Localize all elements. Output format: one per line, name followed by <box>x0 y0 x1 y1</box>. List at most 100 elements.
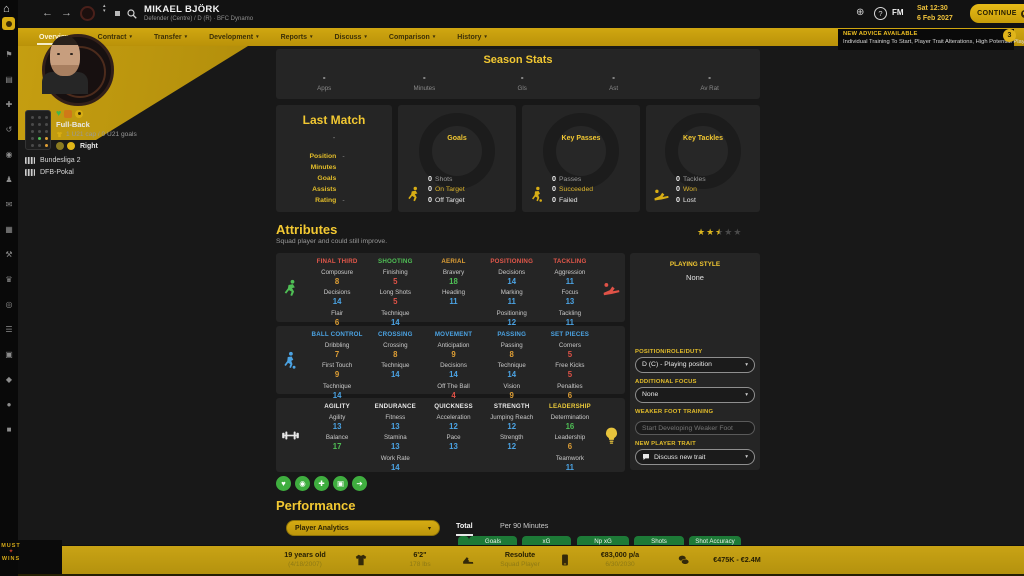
continue-button[interactable]: CONTINUE▸ <box>970 4 1024 23</box>
weaker-foot-input[interactable] <box>635 421 755 435</box>
page-subtitle: Defender (Centre) / D (R) · BFC Dynamo <box>144 16 254 22</box>
square-icon[interactable] <box>115 11 120 16</box>
metric-icon-pill[interactable] <box>458 536 469 550</box>
attribute-name: Balance <box>325 434 349 441</box>
nav-tab[interactable]: Contract ▾ <box>97 33 132 41</box>
stat-value: - <box>520 73 524 82</box>
page-title: MIKAEL BJÖRK <box>144 4 220 15</box>
nav-tab[interactable]: Reports ▾ <box>280 33 313 41</box>
ball-icon[interactable]: ◉ <box>5 150 13 159</box>
attribute: Passing 8 <box>483 342 541 359</box>
position-map <box>25 110 51 150</box>
nav-tab[interactable]: Comparison ▾ <box>388 33 436 41</box>
attribute: Aggression 11 <box>541 269 599 286</box>
competition-row[interactable]: Bundesliga 2 <box>25 157 80 164</box>
back-icon[interactable]: ← <box>42 7 53 19</box>
nav-tab[interactable]: Discuss ▾ <box>334 33 367 41</box>
stat-value: - <box>708 73 711 82</box>
performance-tab[interactable]: Per 90 Minutes <box>500 521 549 530</box>
attribute-value: 13 <box>565 297 575 306</box>
attribute-value: 14 <box>507 276 517 286</box>
last-match-panel: Last Match - Position - Minutes Goals Ass… <box>276 105 392 212</box>
fm-logo: FM <box>892 8 904 17</box>
training-field: POSITION/ROLE/DUTY D (C) - Playing posit… <box>635 349 755 373</box>
attribute-value: 11 <box>507 297 516 306</box>
advice-toast[interactable]: NEW ADVICE AVAILABLE Individual Training… <box>838 29 1024 50</box>
competition-icon[interactable]: ♛ <box>5 275 13 284</box>
nav-tab[interactable]: Development ▾ <box>209 33 259 41</box>
attribute: Technique 14 <box>483 362 541 379</box>
home-icon[interactable]: ⌂ <box>3 3 10 15</box>
attribute-name: Corners <box>558 341 581 349</box>
schedule-icon[interactable]: ▦ <box>5 225 13 234</box>
nav-tab[interactable]: History ▾ <box>457 33 487 41</box>
shirt-icon <box>56 131 63 138</box>
help-icon[interactable]: ? <box>874 7 887 20</box>
new-player-trait-select[interactable]: Discuss new trait ▾ <box>635 449 755 465</box>
advice-count-badge[interactable]: 3 <box>1003 29 1016 42</box>
field-label: NEW PLAYER TRAIT <box>635 441 696 447</box>
attribute-group: FINAL THIRD Composure 8 Decisions 14 Fla… <box>308 258 366 327</box>
position-role-duty-select[interactable]: D (C) - Playing position ▾ <box>635 356 755 373</box>
attribute: Pace 13 <box>424 434 482 451</box>
stat-label: Apps <box>317 85 332 92</box>
flag-icon[interactable]: ⚑ <box>5 50 13 59</box>
list-icon[interactable]: ☰ <box>5 325 13 334</box>
competition-row[interactable]: DFB-Pokal <box>25 169 74 176</box>
attribute-name: Work Rate <box>380 454 410 462</box>
attribute-value: 13 <box>449 442 458 451</box>
settings-icon[interactable]: ■ <box>6 425 12 434</box>
attribute: First Touch 9 <box>308 362 366 379</box>
globe-icon[interactable]: ⊕ <box>856 7 865 18</box>
attribute-group: QUICKNESS Acceleration 12 Pace 13 <box>424 403 482 472</box>
attribute-group: MOVEMENT Anticipation 9 Decisions 14 Off… <box>424 331 482 400</box>
left-foot-icon <box>56 142 64 150</box>
attribute-box: BALL CONTROL Dribbling 7 First Touch 9 T… <box>276 326 625 400</box>
search-icon[interactable] <box>126 7 138 19</box>
bottom-bar-item: €83,000 p/a 6/30/2030 <box>600 550 640 568</box>
forward-icon[interactable]: → <box>61 7 72 19</box>
attribute-group: PASSING Passing 8 Technique 14 Vision 9 <box>483 331 541 400</box>
finance-icon[interactable]: ◆ <box>5 375 13 384</box>
attribute-name: Finishing <box>382 268 408 276</box>
condition-icon: ♥ <box>276 476 291 491</box>
history-icon[interactable]: ↺ <box>5 125 13 134</box>
tactics-icon[interactable]: ♟ <box>5 175 13 184</box>
training-icon[interactable]: ⚒ <box>5 250 13 259</box>
attribute-name: First Touch <box>322 362 353 369</box>
inbox-badge-icon[interactable] <box>2 17 15 30</box>
match-summary-row: Last Match - Position - Minutes Goals Ass… <box>276 105 760 212</box>
additional-focus-select[interactable]: None ▾ <box>635 386 755 403</box>
stat-value: - <box>322 73 326 82</box>
season-stat-column: - Apps <box>317 73 331 92</box>
attribute-group-name: SET PIECES <box>550 331 590 338</box>
circle-stat: 0 Tackles <box>676 173 706 183</box>
nav-tab[interactable]: Transfer ▾ <box>153 33 188 41</box>
world-icon[interactable]: ● <box>6 400 12 409</box>
speech-bubble-icon <box>642 453 650 461</box>
attribute-group-name: AERIAL <box>441 258 466 265</box>
performance-tab[interactable]: Total <box>456 521 473 536</box>
player-figure-icon <box>529 186 546 203</box>
competition-flag-icon <box>25 157 35 164</box>
stat-label: Ast <box>609 85 619 92</box>
training-field: WEAKER FOOT TRAINING <box>635 409 755 435</box>
club-icon[interactable]: ▣ <box>5 350 13 359</box>
analytics-selector[interactable]: Player Analytics ▾ <box>286 520 440 536</box>
attribute-name: Marking <box>500 289 523 296</box>
nav-ribbon: Overview ▾ Contract ▾ Transfer ▾ Develop… <box>18 28 1024 46</box>
attribute-name: Tackling <box>558 309 582 317</box>
collapse-icon[interactable]: ▴ ▾ <box>103 3 106 14</box>
scouting-icon[interactable]: ◎ <box>5 300 13 309</box>
attributes-title: Attributes <box>276 222 338 237</box>
left-sidebar: ⌂ ⚑ ▤ ✚ ↺ ◉ ♟ ✉ ▦ ⚒ ♛ ◎ ☰ ▣ ◆ ● ■ MUST ✦ WINS <box>0 0 20 576</box>
medical-icon[interactable]: ✚ <box>5 100 13 109</box>
attribute-group-name: POSITIONING <box>490 258 534 265</box>
attribute: Focus 13 <box>541 289 599 306</box>
club-crest-icon[interactable] <box>80 6 95 21</box>
mail-icon[interactable]: ✉ <box>5 200 13 209</box>
attribute-value: 14 <box>390 462 400 472</box>
attribute-name: Technique <box>381 309 410 317</box>
squad-icon[interactable]: ▤ <box>5 75 13 84</box>
chevron-down-icon: ▾ <box>184 34 188 40</box>
